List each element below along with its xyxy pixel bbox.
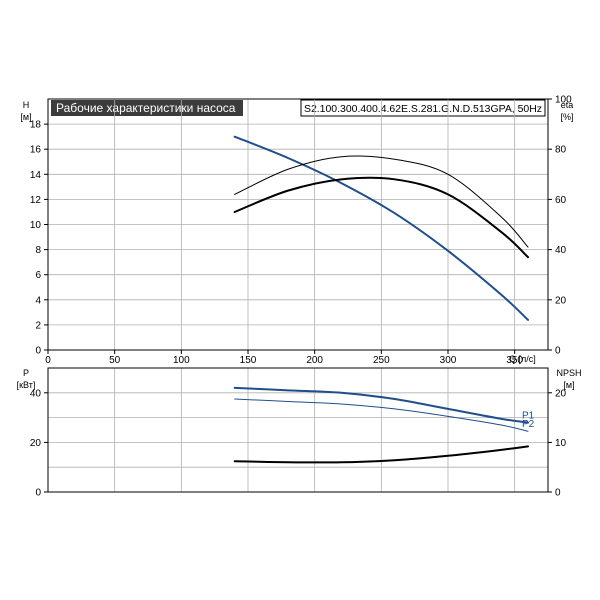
y2-tick-label: 0 bbox=[555, 346, 561, 357]
label-layer: 0 50 100 150 200 250 300 3500246810121416180204… bbox=[30, 95, 572, 499]
x-tick-label: 200 bbox=[306, 355, 323, 366]
x-tick-label: 300 bbox=[440, 355, 457, 366]
y2-tick-label: 40 bbox=[555, 245, 567, 256]
y2-tick-label: 60 bbox=[555, 195, 567, 206]
y-axis-label-head: H bbox=[23, 100, 30, 110]
lower-y2-tick-label: 10 bbox=[555, 438, 567, 449]
y-tick-label: 8 bbox=[35, 245, 41, 256]
y-tick-label: 2 bbox=[35, 320, 41, 331]
y-axis-label-power: P bbox=[23, 368, 29, 378]
y2-axis-unit-eta: [%] bbox=[560, 112, 573, 122]
y-tick-label: 0 bbox=[35, 346, 41, 357]
x-tick-label: 0 bbox=[45, 355, 51, 366]
series-line-p1 bbox=[233, 386, 529, 424]
model-box bbox=[300, 99, 546, 117]
y-tick-label: 10 bbox=[30, 220, 42, 231]
lower-y2-tick-label: 0 bbox=[555, 488, 561, 499]
axes-layer bbox=[44, 98, 552, 493]
lower-plot-frame bbox=[47, 367, 549, 493]
y-tick-label: 16 bbox=[30, 145, 42, 156]
lower-y-tick-label: 0 bbox=[35, 488, 41, 499]
y2-tick-label: 20 bbox=[555, 295, 567, 306]
series-layer bbox=[233, 135, 529, 464]
y2-tick-label: 80 bbox=[555, 145, 567, 156]
series-line-p2 bbox=[234, 398, 529, 432]
model-label: S2.100.300.400.4.62E.S.281.G.N.D.513GPA,… bbox=[304, 104, 542, 115]
y2-axis-unit-npsh: [м] bbox=[563, 380, 574, 390]
x-tick-label: 350 bbox=[506, 355, 523, 366]
x-tick-label: 150 bbox=[240, 355, 257, 366]
chart-title: Рабочие характеристики насоса bbox=[56, 101, 236, 115]
lower-y-tick-label: 40 bbox=[30, 388, 42, 399]
x-tick-label: 250 bbox=[373, 355, 390, 366]
series-line-head bbox=[233, 135, 529, 321]
y-tick-label: 6 bbox=[35, 270, 41, 281]
series-line-npsh bbox=[233, 445, 529, 464]
y-tick-label: 18 bbox=[30, 120, 42, 131]
y2-axis-label-eta: eta bbox=[561, 100, 574, 110]
y-axis-unit-head: [м] bbox=[20, 112, 31, 122]
y-tick-label: 12 bbox=[30, 195, 42, 206]
x-tick-label: 100 bbox=[173, 355, 190, 366]
series-line-efficiency-2 bbox=[234, 155, 529, 248]
y-axis-unit-power: [кВт] bbox=[17, 380, 36, 390]
y2-axis-label-npsh: NPSH bbox=[556, 368, 581, 378]
series-line-efficiency bbox=[233, 176, 529, 259]
lower-y2-tick-label: 20 bbox=[555, 388, 567, 399]
x-tick-label: 50 bbox=[109, 355, 121, 366]
lower-y-tick-label: 20 bbox=[30, 438, 42, 449]
series-label-p2: P2 bbox=[522, 419, 535, 430]
x-axis-label: Q [л/с] bbox=[509, 354, 536, 364]
y2-tick-label: 100 bbox=[555, 95, 572, 106]
y-tick-label: 14 bbox=[30, 170, 42, 181]
y-tick-label: 4 bbox=[35, 295, 41, 306]
title-box bbox=[51, 100, 243, 116]
series-label-p1: P1 bbox=[522, 411, 535, 422]
